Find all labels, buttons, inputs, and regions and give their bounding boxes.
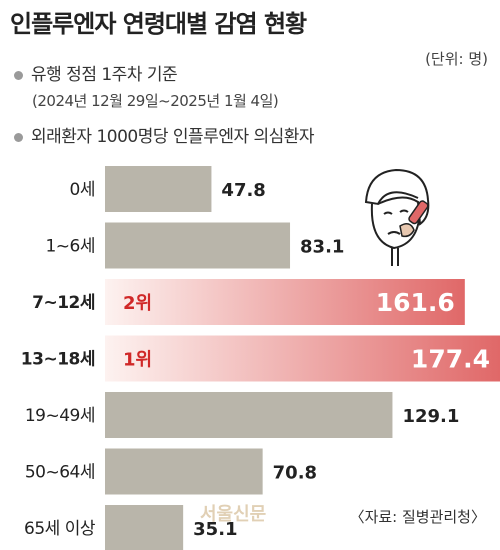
value-label: 83.1 xyxy=(300,237,344,258)
period-label: (2024년 12월 29일~2025년 1월 4일) xyxy=(32,92,279,110)
subtitle-metric-text: 외래환자 1000명당 인플루엔자 의심환자 xyxy=(31,127,315,147)
subtitle-criterion-text: 유행 정점 1주차 기준 xyxy=(31,65,178,85)
category-label: 1~6세 xyxy=(45,237,95,257)
bar xyxy=(105,505,184,550)
value-label: 129.1 xyxy=(402,406,459,427)
category-label: 13~18세 xyxy=(21,350,95,370)
bar xyxy=(105,166,212,212)
source-label: 〈자료: 질병관리청〉 xyxy=(349,508,486,526)
bullet-dot xyxy=(14,70,23,80)
bar xyxy=(105,279,465,325)
bar xyxy=(105,448,263,495)
category-label: 19~49세 xyxy=(25,406,95,426)
rank-label: 1위 xyxy=(123,350,152,371)
bar xyxy=(105,222,291,269)
rank-label: 2위 xyxy=(123,293,152,314)
bar xyxy=(105,335,500,382)
chart-title: 인플루엔자 연령대별 감염 현황 xyxy=(10,10,307,38)
category-label: 50~64세 xyxy=(25,463,95,483)
value-label: 177.4 xyxy=(411,345,490,374)
value-label: 35.1 xyxy=(193,519,237,540)
category-label: 0세 xyxy=(70,180,95,200)
category-label: 65세 이상 xyxy=(24,519,96,539)
category-label: 7~12세 xyxy=(32,293,95,313)
value-label: 47.8 xyxy=(221,180,265,201)
bullet-dot xyxy=(14,132,23,142)
subtitle-criterion: 유행 정점 1주차 기준 xyxy=(14,60,178,85)
value-label: 70.8 xyxy=(273,463,317,484)
unit-label: (단위: 명) xyxy=(425,50,488,68)
subtitle-metric: 외래환자 1000명당 인플루엔자 의심환자 xyxy=(14,122,315,147)
sick-person-icon xyxy=(364,168,430,266)
value-label: 161.6 xyxy=(376,288,455,317)
watermark-logo: 서울신문 xyxy=(200,504,267,525)
bar xyxy=(105,392,393,438)
